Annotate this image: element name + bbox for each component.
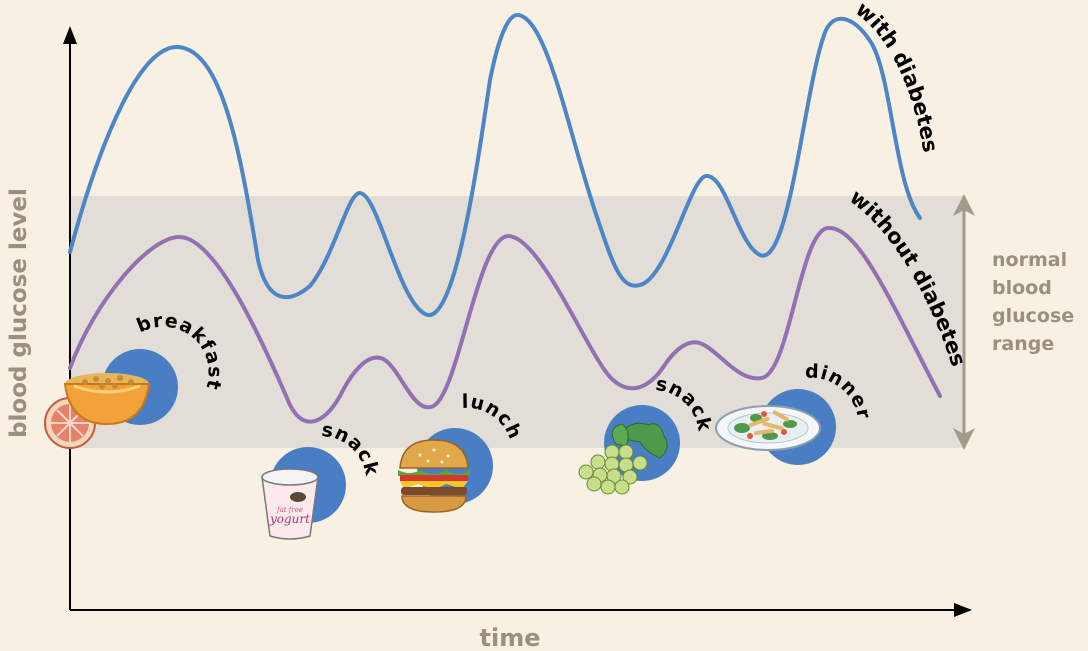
- range-label-line-1: normal: [992, 249, 1068, 271]
- x-axis-label: time: [480, 624, 541, 651]
- cereal-bowl-icon: [63, 373, 151, 426]
- range-label-line-3: glucose: [992, 305, 1075, 327]
- range-label-line-2: blood: [992, 277, 1052, 299]
- x-axis: [70, 603, 972, 617]
- range-arrow: [953, 194, 975, 450]
- grapes-icon: [578, 422, 668, 495]
- curve-without-diabetes: [68, 225, 942, 424]
- normal-range-label: normal blood glucose range: [992, 246, 1088, 358]
- salad-plate-icon: [715, 405, 821, 451]
- range-label-line-4: range: [992, 333, 1055, 355]
- hamburger-icon: [398, 439, 470, 513]
- y-axis: [63, 26, 77, 610]
- curve-with-diabetes: [68, 13, 922, 317]
- yogurt-cup-icon: fat free yogurt: [261, 468, 319, 540]
- yogurt-small-text: fat free: [276, 506, 303, 514]
- yogurt-label-text: yogurt: [269, 512, 310, 526]
- curve-with-diabetes-label: with diabetes: [851, 0, 942, 154]
- y-axis-label: blood glucose level: [6, 188, 32, 438]
